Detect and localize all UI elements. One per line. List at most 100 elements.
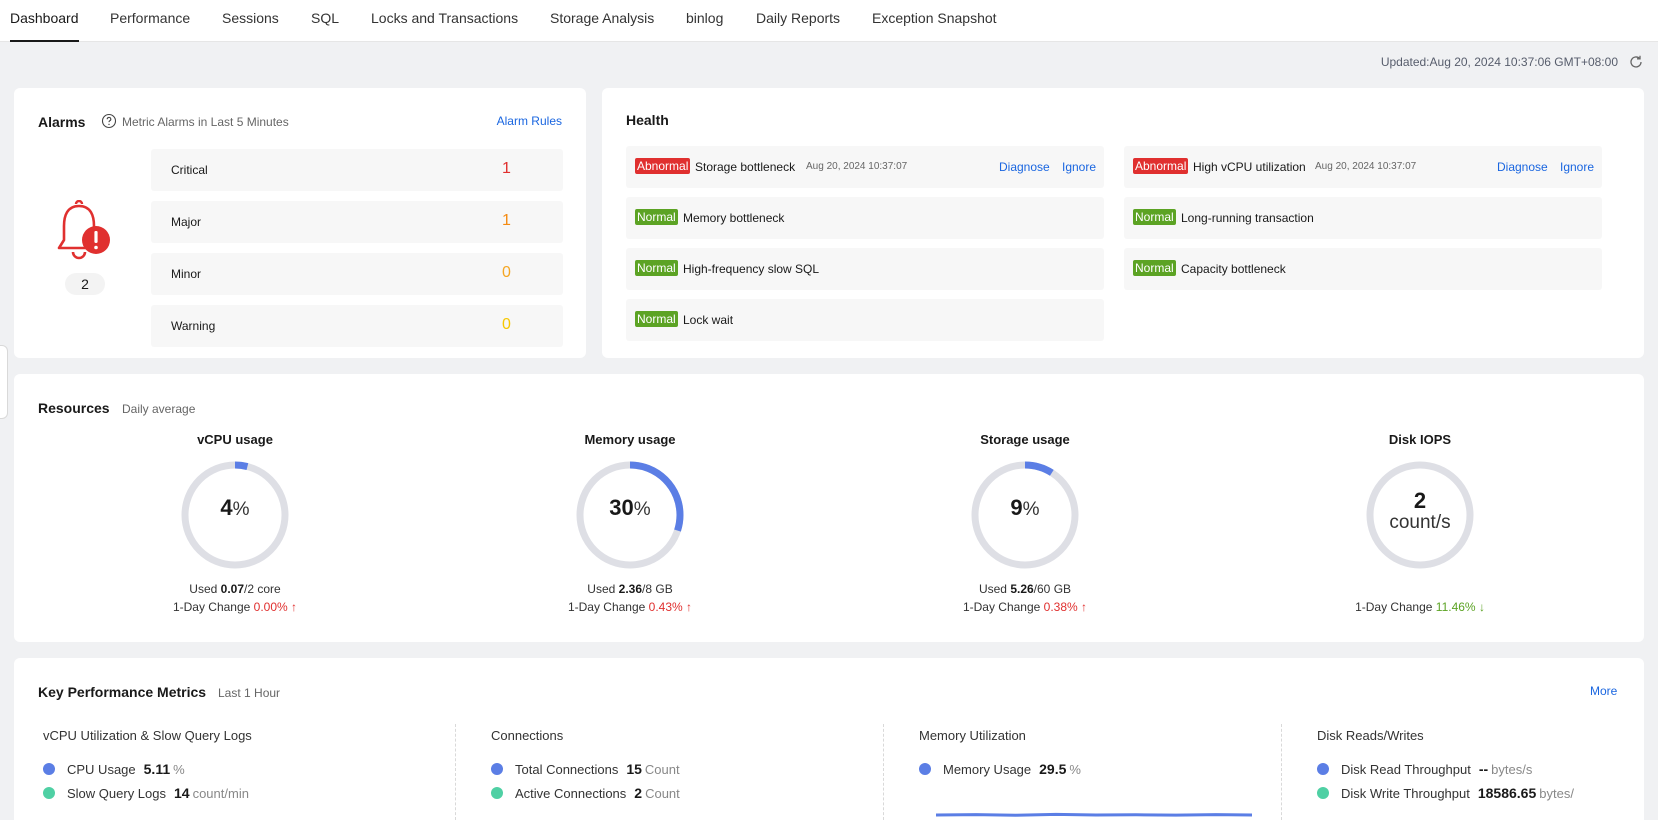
metric-divider [1281, 724, 1282, 820]
status-badge: Normal [635, 260, 678, 276]
ignore-button[interactable]: Ignore [1560, 160, 1595, 174]
alarm-value-minor: 0 [502, 264, 511, 281]
metric-divider [883, 724, 884, 820]
gauge-arc [576, 461, 684, 569]
metric-group-title-connections: Connections [491, 728, 564, 743]
metric-row-total-connections: Total Connections 15 Count [491, 761, 680, 777]
status-badge: Abnormal [1133, 158, 1189, 174]
storage-used: Used 5.26/60 GB [978, 582, 1072, 596]
help-icon[interactable] [101, 113, 117, 129]
alarm-total-count: 2 [65, 273, 105, 295]
health-item-long-running-transaction: Normal Long-running transaction [1124, 197, 1602, 239]
disk-iops-day-change: 1-Day Change 11.46% ↓ [1355, 600, 1485, 614]
alarm-bell-icon [57, 200, 110, 260]
alarm-value-major: 1 [502, 212, 511, 229]
alarm-row-minor[interactable]: Minor 0 [151, 253, 563, 295]
side-panel-handle[interactable] [0, 345, 8, 419]
diagnose-button[interactable]: Diagnose [1497, 160, 1548, 174]
memory-used: Used 2.36/8 GB [587, 582, 673, 596]
alarms-title: Alarms [38, 114, 86, 130]
metric-row-slow-query-logs: Slow Query Logs 14 count/min [43, 785, 249, 801]
storage-usage-value: 9% [1010, 495, 1040, 520]
memory-usage-gauge [576, 461, 684, 569]
alarm-label: Major [171, 215, 202, 229]
legend-dot [1317, 763, 1329, 775]
disk-iops-gauge [1366, 461, 1474, 569]
disk-iops-value: 2 [1413, 488, 1427, 513]
legend-dot [491, 787, 503, 799]
metric-divider [455, 724, 456, 820]
metric-row-disk-read-throughput: Disk Read Throughput -- bytes/s [1317, 761, 1532, 777]
arrow-up-icon: ↑ [291, 600, 298, 614]
resource-title-memory: Memory usage [584, 432, 676, 447]
tab-exception-snapshot[interactable]: Exception Snapshot [872, 10, 997, 26]
metric-group-title-memory-utilization: Memory Utilization [919, 728, 1026, 743]
more-link[interactable]: More [1590, 684, 1618, 698]
alarms-subtitle: Metric Alarms in Last 5 Minutes [122, 115, 289, 129]
top-tab-bar: Dashboard Performance Sessions SQL Locks… [0, 0, 1658, 42]
status-badge: Normal [1133, 260, 1176, 276]
status-badge: Normal [1133, 209, 1176, 225]
legend-dot [1317, 787, 1329, 799]
arrow-up-icon: ↑ [686, 600, 693, 614]
tab-binlog[interactable]: binlog [686, 10, 724, 26]
legend-dot [491, 763, 503, 775]
status-badge: Normal [635, 209, 678, 225]
metric-row-disk-write-throughput: Disk Write Throughput 18586.65 bytes/ [1317, 785, 1574, 801]
metric-group-title-disk-reads-writes: Disk Reads/Writes [1317, 728, 1424, 743]
storage-usage-gauge [971, 461, 1079, 569]
tab-sessions[interactable]: Sessions [222, 10, 279, 26]
tab-dashboard[interactable]: Dashboard [10, 10, 79, 42]
health-item-label: Memory bottleneck [683, 211, 785, 225]
vcpu-used: Used 0.07/2 core [189, 582, 281, 596]
health-item-lock-wait: Normal Lock wait [626, 299, 1104, 341]
resource-title-storage: Storage usage [980, 432, 1070, 447]
gauge-arc [971, 461, 1079, 569]
status-badge: Normal [635, 311, 678, 327]
health-item-label: Long-running transaction [1181, 211, 1314, 225]
health-title: Health [626, 112, 669, 128]
health-item-label: Lock wait [683, 313, 734, 327]
legend-dot [43, 787, 55, 799]
updated-timestamp: Updated:Aug 20, 2024 10:37:06 GMT+08:00 [1380, 55, 1618, 69]
health-item-time: Aug 20, 2024 10:37:07 [1315, 161, 1417, 172]
resources-title: Resources [38, 400, 110, 416]
storage-day-change: 1-Day Change 0.38% ↑ [962, 600, 1088, 614]
legend-dot [43, 763, 55, 775]
resource-title-vcpu: vCPU usage [197, 432, 273, 447]
ignore-button[interactable]: Ignore [1062, 160, 1097, 174]
health-item-label: Storage bottleneck [695, 160, 796, 174]
memory-usage-sparkline [936, 812, 1252, 817]
tab-locks-and-transactions[interactable]: Locks and Transactions [371, 10, 519, 26]
alarm-label: Warning [171, 319, 216, 333]
health-item-label: High-frequency slow SQL [683, 262, 820, 276]
vcpu-usage-value: 4% [220, 495, 250, 520]
key-metrics-card [14, 658, 1644, 820]
diagnose-button[interactable]: Diagnose [999, 160, 1050, 174]
alarm-row-major[interactable]: Major 1 [151, 201, 563, 243]
alarm-value-warning: 0 [502, 316, 511, 333]
metric-row-active-connections: Active Connections 2 Count [491, 785, 680, 801]
alarm-row-critical[interactable]: Critical 1 [151, 149, 563, 191]
health-item-high-vcpu: Abnormal High vCPU utilization Aug 20, 2… [1124, 146, 1602, 188]
alarm-row-warning[interactable]: Warning 0 [151, 305, 563, 347]
metric-row-memory-usage: Memory Usage 29.5% [919, 761, 1081, 777]
tab-storage-analysis[interactable]: Storage Analysis [550, 10, 655, 26]
status-badge: Abnormal [635, 158, 691, 174]
tab-daily-reports[interactable]: Daily Reports [756, 10, 841, 26]
alarm-label: Critical [171, 163, 208, 177]
alarm-rules-link[interactable]: Alarm Rules [496, 114, 562, 128]
refresh-icon[interactable] [1628, 54, 1644, 70]
tab-sql[interactable]: SQL [311, 10, 340, 26]
gauge-arc [181, 461, 289, 569]
health-card: Health Abnormal Storage bottleneck Aug 2… [602, 88, 1644, 358]
health-item-memory-bottleneck: Normal Memory bottleneck [626, 197, 1104, 239]
metric-row-cpu-usage: CPU Usage 5.11% [43, 761, 185, 777]
resources-subtitle: Daily average [122, 402, 196, 416]
resource-title-disk-iops: Disk IOPS [1388, 432, 1452, 447]
vcpu-day-change: 1-Day Change 0.00% ↑ [172, 600, 298, 614]
health-item-time: Aug 20, 2024 10:37:07 [806, 161, 908, 172]
tab-performance[interactable]: Performance [110, 10, 191, 26]
disk-iops-unit: count/s [1389, 512, 1451, 533]
legend-dot [919, 763, 931, 775]
